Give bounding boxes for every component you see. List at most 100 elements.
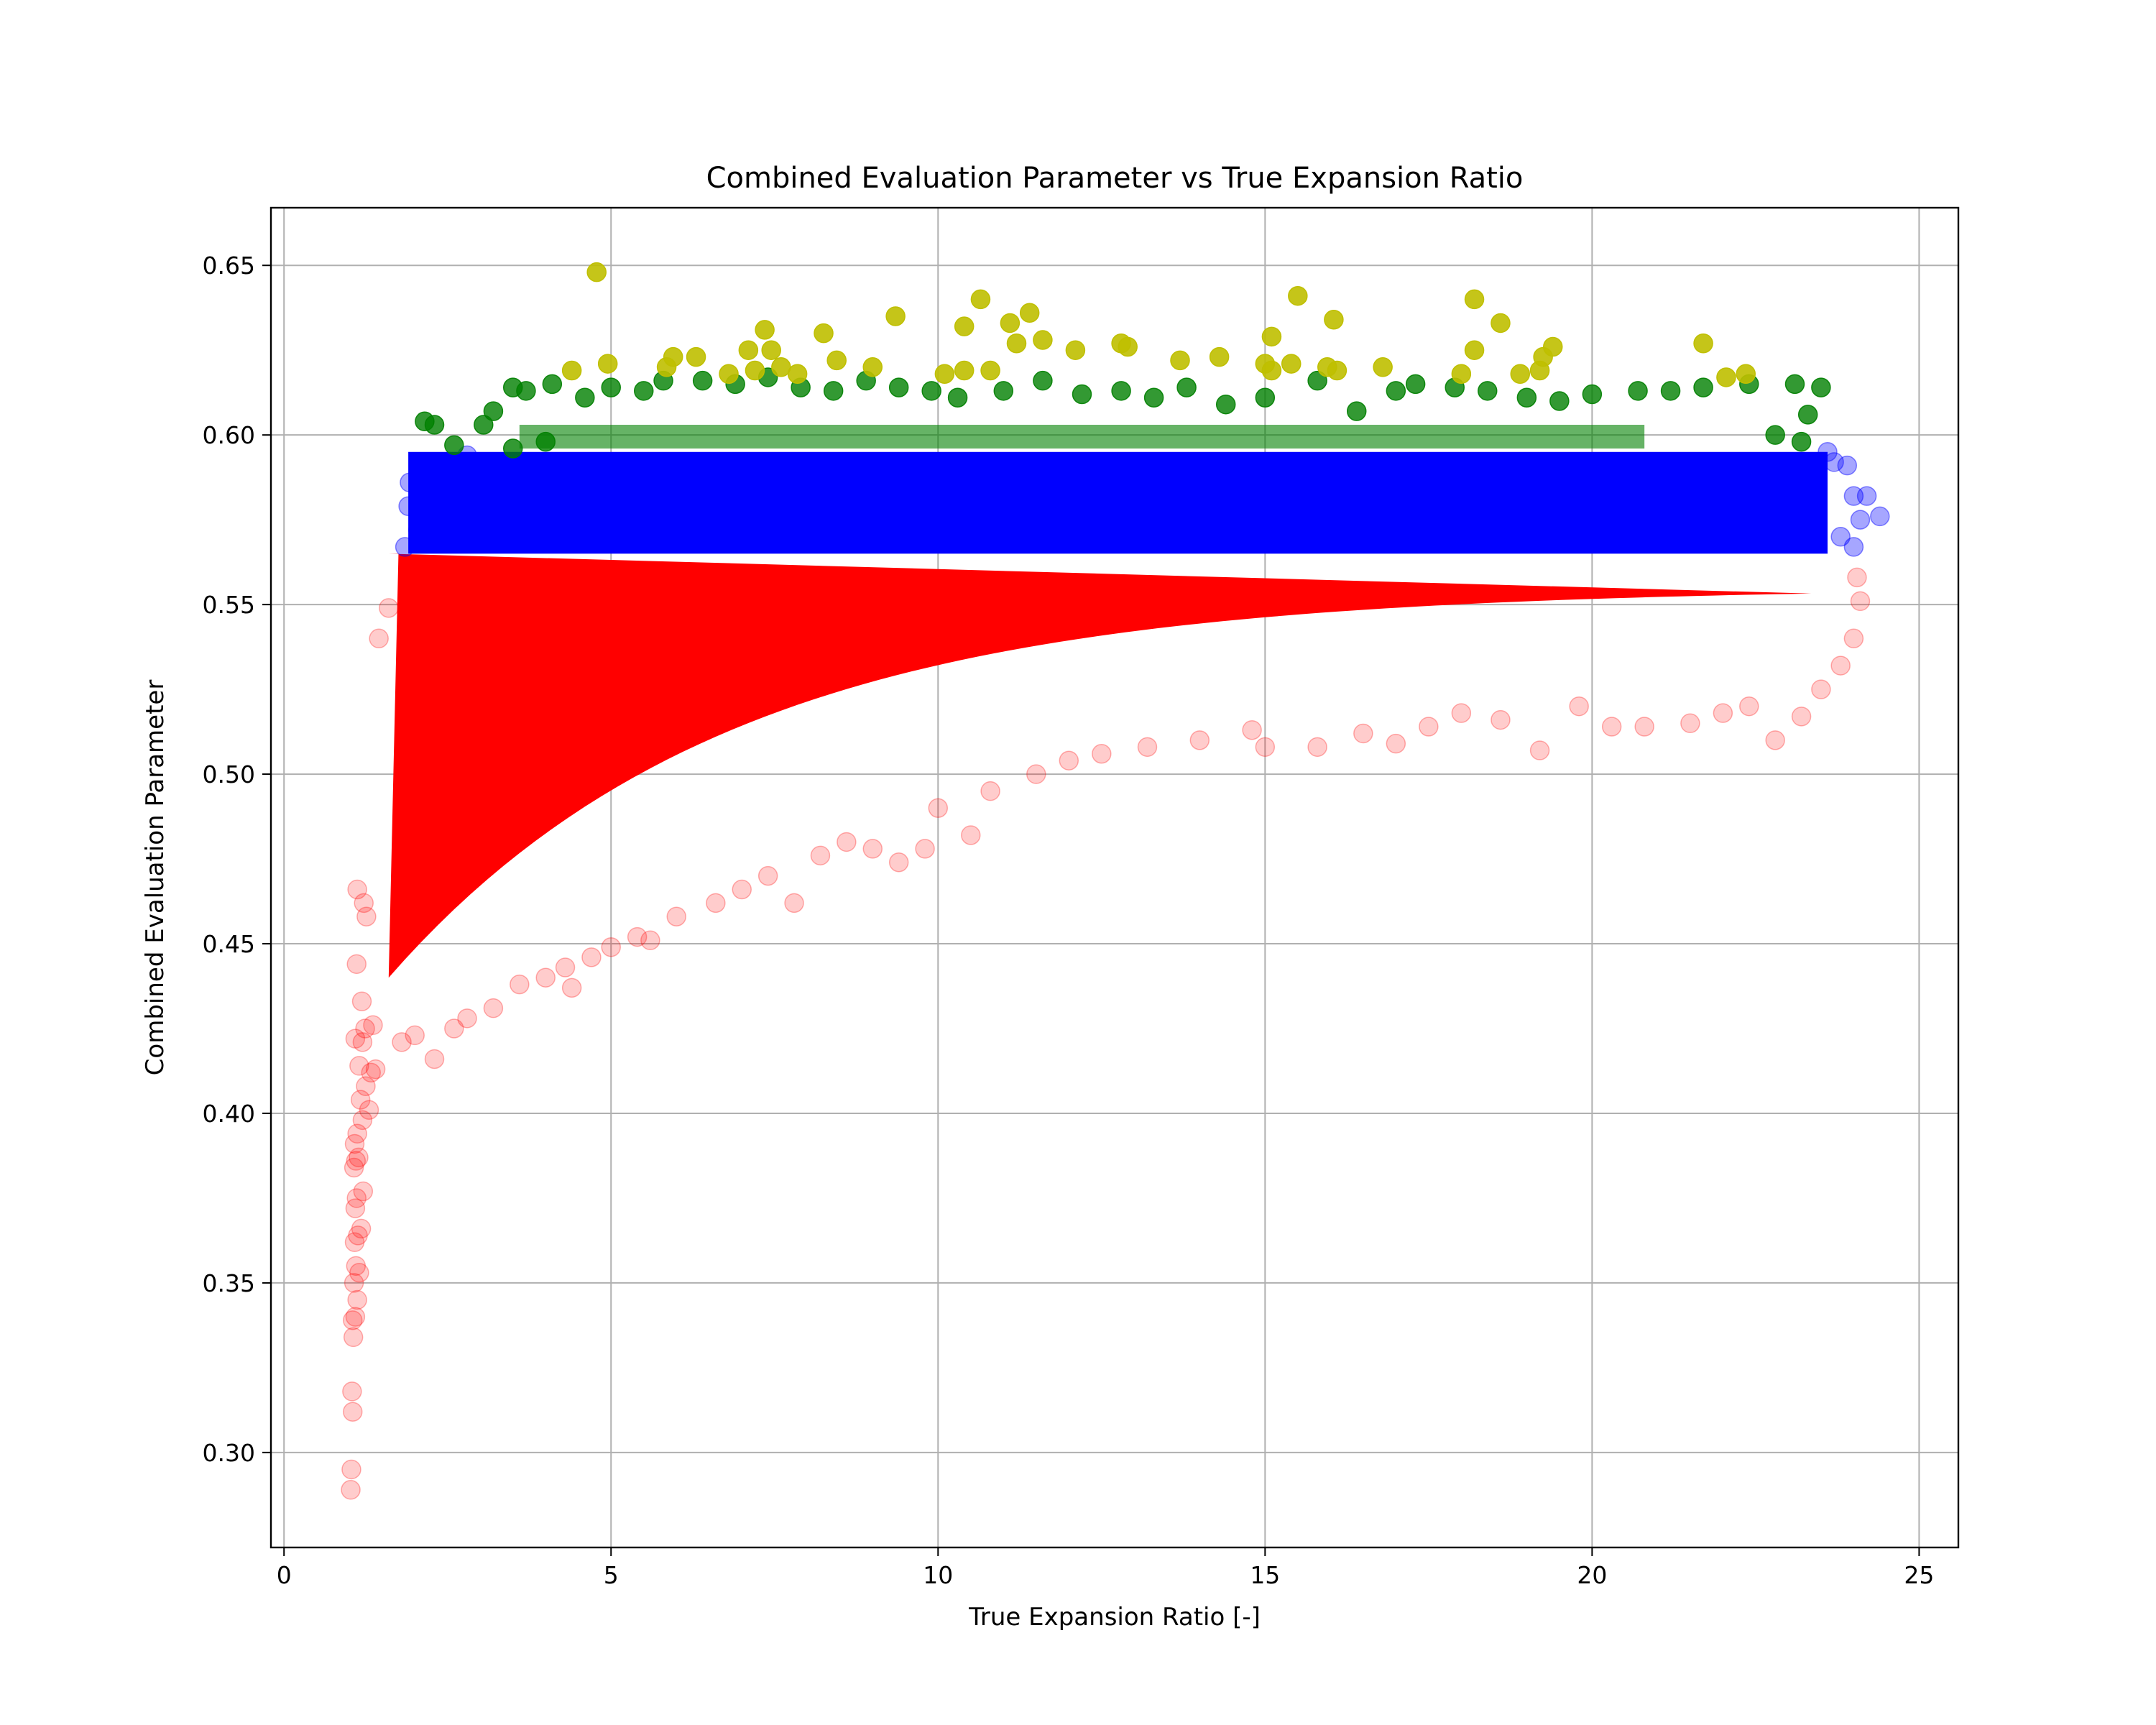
x-tick-label: 0 bbox=[277, 1561, 292, 1589]
red-point bbox=[1026, 764, 1046, 784]
yellow-point bbox=[586, 262, 607, 282]
red-point bbox=[349, 1263, 369, 1283]
red-point bbox=[1189, 730, 1210, 750]
green-point bbox=[1582, 384, 1603, 405]
y-tick-label: 0.40 bbox=[203, 1100, 255, 1128]
yellow-point bbox=[1209, 346, 1230, 367]
yellow-point bbox=[885, 306, 906, 326]
red-point bbox=[342, 1381, 362, 1402]
red-point bbox=[706, 893, 726, 914]
red-point bbox=[732, 879, 752, 900]
green-point bbox=[1255, 387, 1276, 408]
green-point bbox=[1386, 381, 1406, 401]
red-point bbox=[345, 1307, 366, 1327]
red-point bbox=[347, 879, 367, 900]
ticks-layer: 0 5 10 15 20 25 0.30 0.35 0.40 0.45 0.50 0.55 0.60 0.… bbox=[203, 252, 1935, 1589]
yellow-point bbox=[1065, 340, 1086, 360]
yellow-point bbox=[761, 340, 781, 360]
red-point bbox=[341, 1480, 361, 1500]
yellow-point bbox=[1118, 336, 1138, 357]
red-point bbox=[444, 1018, 464, 1039]
green-point bbox=[1549, 391, 1570, 411]
blue-point-band bbox=[408, 451, 1828, 554]
yellow-point bbox=[1019, 303, 1040, 323]
red-point-mass bbox=[388, 553, 1821, 978]
red-point bbox=[354, 893, 374, 914]
green-point bbox=[1628, 381, 1648, 401]
red-point bbox=[1419, 717, 1439, 737]
yellow-point bbox=[1736, 364, 1756, 384]
yellow-point bbox=[745, 360, 765, 381]
red-point bbox=[351, 991, 372, 1011]
blue-point bbox=[408, 520, 428, 540]
yellow-point bbox=[738, 340, 759, 360]
yellow-point bbox=[1261, 360, 1282, 381]
green-point bbox=[474, 415, 494, 435]
yellow-point bbox=[826, 350, 847, 371]
red-point bbox=[347, 1289, 367, 1310]
red-point bbox=[666, 906, 686, 927]
red-point bbox=[928, 798, 949, 819]
x-tick-label: 20 bbox=[1577, 1561, 1607, 1589]
red-point bbox=[1242, 719, 1262, 740]
blue-point bbox=[1843, 537, 1864, 557]
red-point bbox=[1791, 707, 1812, 727]
yellow-point bbox=[1464, 340, 1485, 360]
red-point bbox=[361, 1062, 381, 1083]
blue-point bbox=[1856, 486, 1877, 506]
red-point bbox=[348, 1225, 368, 1246]
red-point bbox=[1843, 628, 1864, 649]
green-point bbox=[1176, 377, 1197, 397]
red-point bbox=[344, 1232, 365, 1253]
red-point bbox=[601, 937, 621, 957]
red-point bbox=[350, 1090, 371, 1110]
green-point bbox=[1784, 374, 1805, 395]
y-tick-label: 0.55 bbox=[203, 591, 255, 619]
yellow-point bbox=[1324, 309, 1344, 330]
red-point bbox=[627, 926, 648, 947]
red-point bbox=[915, 839, 935, 859]
blue-point bbox=[1837, 455, 1858, 476]
red-point bbox=[457, 1008, 477, 1029]
blue-point bbox=[1824, 452, 1844, 472]
y-tick-label: 0.50 bbox=[203, 760, 255, 788]
green-point bbox=[692, 370, 713, 391]
y-tick-label: 0.30 bbox=[203, 1439, 255, 1467]
red-point bbox=[1811, 679, 1831, 699]
red-point bbox=[640, 930, 660, 951]
yellow-point bbox=[1033, 330, 1053, 350]
red-point bbox=[555, 957, 576, 978]
green-point bbox=[1811, 377, 1831, 397]
yellow-point bbox=[787, 364, 808, 384]
yellow-point bbox=[1451, 364, 1472, 384]
red-point bbox=[346, 1256, 367, 1276]
red-point bbox=[1092, 744, 1112, 764]
green-point bbox=[1765, 425, 1785, 445]
red-point bbox=[837, 832, 857, 852]
red-point bbox=[424, 1049, 445, 1070]
red-point bbox=[1529, 740, 1550, 760]
red-point bbox=[1491, 709, 1511, 730]
yellow-point bbox=[1464, 289, 1485, 310]
red-point bbox=[352, 1110, 373, 1131]
red-point bbox=[346, 1188, 367, 1208]
yellow-point bbox=[719, 364, 739, 384]
green-point bbox=[1660, 381, 1681, 401]
green-point bbox=[575, 387, 595, 408]
red-point bbox=[1569, 696, 1589, 717]
red-point bbox=[1386, 733, 1406, 754]
y-tick-label: 0.35 bbox=[203, 1269, 255, 1297]
red-point bbox=[347, 1123, 367, 1144]
red-point bbox=[344, 1157, 364, 1178]
yellow-point bbox=[954, 316, 975, 336]
green-point bbox=[1111, 381, 1131, 401]
red-point bbox=[344, 1273, 364, 1293]
green-point bbox=[535, 431, 556, 452]
red-point bbox=[405, 1025, 425, 1046]
blue-point bbox=[444, 455, 464, 476]
green-point bbox=[993, 381, 1014, 401]
yellow-point bbox=[1543, 336, 1563, 357]
blue-point bbox=[430, 472, 451, 492]
green-point bbox=[1072, 384, 1092, 405]
points-layer bbox=[341, 262, 1890, 1500]
